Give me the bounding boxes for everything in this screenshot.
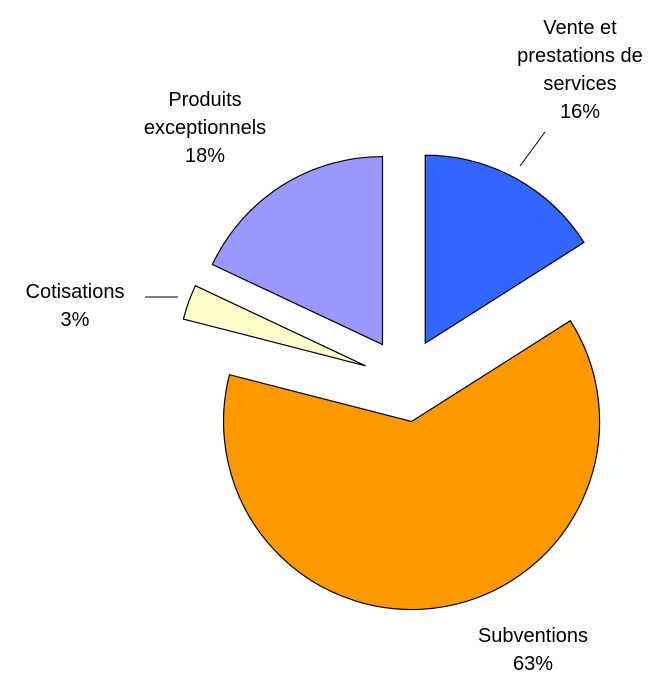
slice-label: Cotisations 3% <box>0 278 150 334</box>
value-label: 63% <box>512 653 554 673</box>
value-label: 18% <box>184 145 226 167</box>
leader-line <box>519 131 546 167</box>
category-name: Cotisations <box>25 281 125 303</box>
value-label: 3% <box>60 309 90 331</box>
pie-slice <box>222 319 601 611</box>
slice-label: Vente et prestations de services 16% <box>500 14 660 126</box>
slice-label: Produits exceptionnels 18% <box>120 86 290 170</box>
category-name: Subventions <box>477 625 589 647</box>
category-name: Produits exceptionnels <box>143 89 267 139</box>
slice-label: Subventions 63% <box>453 622 613 673</box>
pie-slice <box>424 154 585 345</box>
value-label: 16% <box>559 101 601 123</box>
pie-slice <box>211 155 384 346</box>
category-name: Vente et prestations de services <box>517 17 643 95</box>
pie-slice <box>182 284 366 367</box>
